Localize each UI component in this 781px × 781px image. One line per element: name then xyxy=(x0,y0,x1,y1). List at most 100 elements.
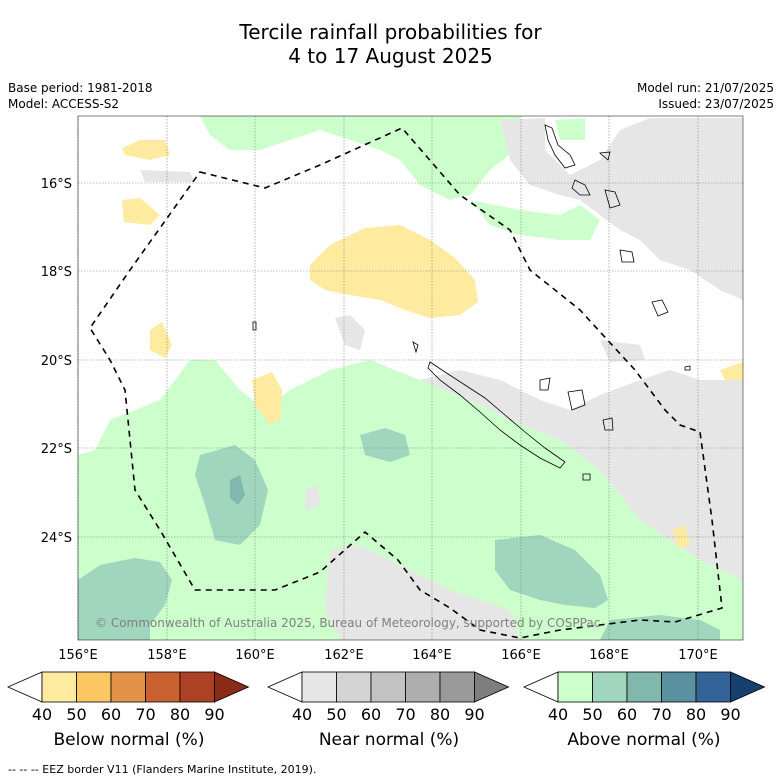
eez-border-note: -- -- -- EEZ border V11 (Flanders Marine… xyxy=(8,763,317,776)
colorbar-near-segment xyxy=(370,671,406,703)
vanuatu-coastline-3 xyxy=(604,189,621,209)
colorbar-title-near: Near normal (%) xyxy=(318,730,460,750)
above-normal-60-70-core xyxy=(230,475,245,505)
colorbar-above-tick-label: 40 xyxy=(548,705,568,724)
issued-date: Issued: 23/07/2025 xyxy=(658,97,774,111)
loyalty-islands-3 xyxy=(602,417,614,431)
lon-label-166e: 166°E xyxy=(501,648,541,663)
near-normal-region-east xyxy=(420,370,743,580)
lon-label-158e: 158°E xyxy=(147,648,187,663)
colorbar-near-tick-label: 40 xyxy=(292,705,312,724)
colorbar-below-extend-low xyxy=(7,671,43,703)
colorbar-near-segment xyxy=(405,671,441,703)
small-island-d xyxy=(582,473,591,481)
below-normal-region-center xyxy=(310,225,478,318)
below-normal-small-se xyxy=(672,525,690,548)
map-title-line2: 4 to 17 August 2025 xyxy=(288,44,493,68)
colorbar-above-tick-label: 90 xyxy=(720,705,740,724)
above-normal-small-ne xyxy=(555,118,585,140)
below-normal-small-nw xyxy=(122,140,170,160)
colorbar-near-segment xyxy=(336,671,372,703)
near-normal-region-south xyxy=(325,545,520,640)
colorbar-below-segment xyxy=(41,671,77,703)
model-run: Model run: 21/07/2025 xyxy=(636,81,774,95)
new-caledonia-coastline xyxy=(427,361,566,469)
near-normal-region-ne xyxy=(500,118,743,300)
small-island-b xyxy=(412,341,419,354)
lon-label-164e: 164°E xyxy=(412,648,452,663)
coastlines xyxy=(252,124,691,481)
matthew-hunter-islands xyxy=(651,299,669,317)
colorbar-above-tick-label: 70 xyxy=(651,705,671,724)
near-normal-small-1 xyxy=(335,315,365,350)
colorbar-above-tick-label: 50 xyxy=(582,705,602,724)
lon-label-160e: 160°E xyxy=(235,648,275,663)
colorbar-below-tick-label: 50 xyxy=(66,705,86,724)
copyright-notice: © Commonwealth of Australia 2025, Bureau… xyxy=(95,616,600,630)
vanuatu-coastline-4 xyxy=(599,151,611,161)
colorbar-near-segment xyxy=(439,671,475,703)
colorbar-above-extend-low xyxy=(523,671,559,703)
colorbar-title-above: Above normal (%) xyxy=(567,730,721,750)
lon-label-168e: 168°E xyxy=(589,648,629,663)
below-normal-small-w1 xyxy=(122,198,160,225)
colorbar-above-extend-high xyxy=(730,671,766,703)
above-normal-50-60-center xyxy=(360,428,410,462)
colorbar-below-segment xyxy=(110,671,146,703)
colorbar-below-segment xyxy=(179,671,215,703)
vanuatu-coastline-5 xyxy=(619,249,635,263)
below-normal-small-w2 xyxy=(150,322,172,358)
near-normal-small-4 xyxy=(305,485,320,510)
near-normal-small-2 xyxy=(600,340,645,362)
colorbar-near-extend-high xyxy=(474,671,510,703)
colorbar-below-tick-label: 90 xyxy=(204,705,224,724)
lat-label-22s: 22°S xyxy=(41,442,72,457)
colorbar-near-tick-label: 80 xyxy=(430,705,450,724)
map-title-line1: Tercile rainfall probabilities for xyxy=(239,20,542,44)
map-frame xyxy=(77,115,744,641)
small-island-a xyxy=(252,321,257,331)
loyalty-islands-1 xyxy=(567,389,586,411)
colorbar-above-tick-label: 60 xyxy=(617,705,637,724)
colorbar-near-segment xyxy=(301,671,337,703)
colorbar-above-segment xyxy=(557,671,593,703)
lon-label-162e: 162°E xyxy=(324,648,364,663)
loyalty-islands-2 xyxy=(539,377,551,391)
vanuatu-coastline-1 xyxy=(544,124,576,169)
colorbar-above-segment xyxy=(626,671,662,703)
colorbar-below-tick-label: 40 xyxy=(32,705,52,724)
colorbar-near-tick-label: 60 xyxy=(361,705,381,724)
colorbar-near-tick-label: 50 xyxy=(326,705,346,724)
colorbar-near-extend-low xyxy=(267,671,303,703)
colorbar-below-tick-label: 60 xyxy=(101,705,121,724)
model-name: Model: ACCESS-S2 xyxy=(8,97,120,111)
lat-label-18s: 18°S xyxy=(41,265,72,280)
lat-label-20s: 20°S xyxy=(41,354,72,369)
colorbar-above-tick-label: 80 xyxy=(686,705,706,724)
above-normal-region-north xyxy=(200,116,520,200)
longitude-labels: 156°E 158°E 160°E 162°E 164°E 166°E 168°… xyxy=(58,648,718,663)
vanuatu-coastline-2 xyxy=(571,179,591,196)
colorbar-above-segment xyxy=(695,671,731,703)
above-normal-50-60-sw xyxy=(78,558,172,640)
lat-label-16s: 16°S xyxy=(41,177,72,192)
colorbar-near-tick-label: 70 xyxy=(395,705,415,724)
above-normal-region-ne xyxy=(470,200,600,240)
small-island-c xyxy=(684,365,691,371)
colorbar-below-segment xyxy=(145,671,181,703)
lat-label-24s: 24°S xyxy=(41,531,72,546)
latitude-labels: 16°S 18°S 20°S 22°S 24°S xyxy=(41,177,72,546)
eez-border xyxy=(89,127,723,639)
map-area xyxy=(78,116,743,640)
colorbar-below-segment xyxy=(76,671,112,703)
base-period: Base period: 1981-2018 xyxy=(8,81,153,95)
colorbar-below-tick-label: 80 xyxy=(170,705,190,724)
above-normal-50-60-bottom xyxy=(600,615,720,640)
colorbar-above-segment xyxy=(592,671,628,703)
colorbar-near-tick-label: 90 xyxy=(464,705,484,724)
below-normal-small-e xyxy=(720,362,743,380)
colorbar-below-tick-label: 70 xyxy=(135,705,155,724)
colorbar-above-segment xyxy=(661,671,697,703)
colorbar-below-extend-high xyxy=(214,671,250,703)
below-normal-small-c xyxy=(252,372,282,425)
